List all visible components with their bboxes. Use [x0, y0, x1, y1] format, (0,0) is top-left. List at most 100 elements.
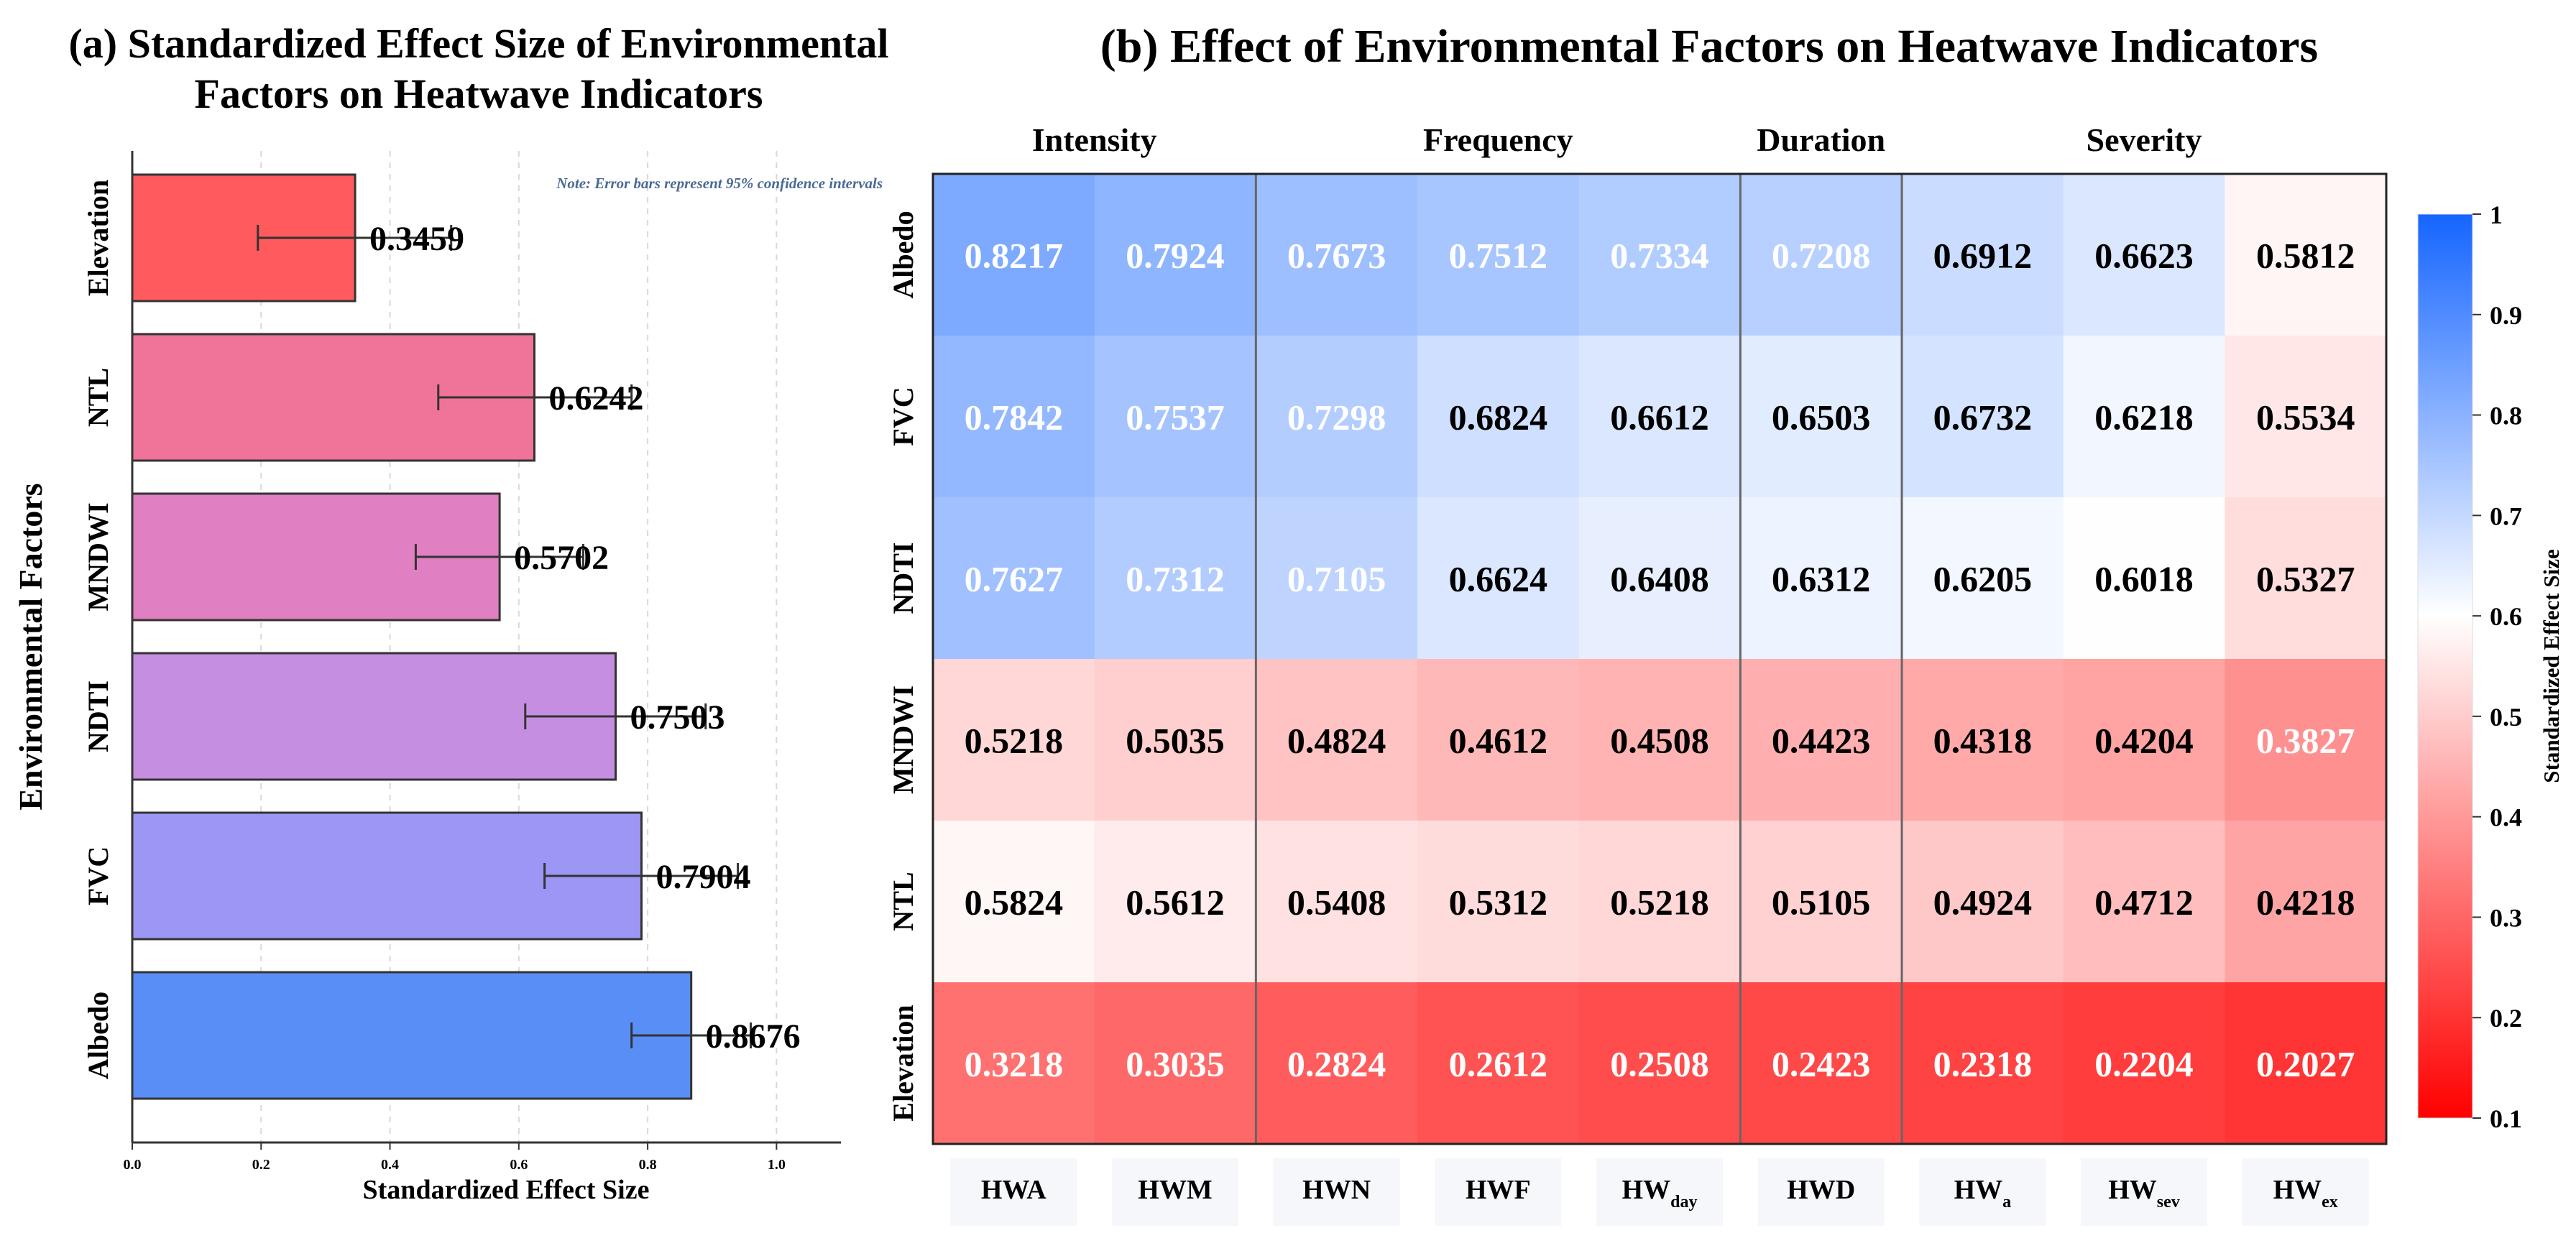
panel-a-value-label: 0.7904: [656, 858, 750, 896]
panel-a-note: Note: Error bars represent 95% confidenc…: [556, 175, 883, 192]
column-label-subscript: ex: [2322, 1193, 2338, 1211]
panel-b-title: (b) Effect of Environmental Factors on H…: [1100, 20, 2318, 73]
column-label-base: HWN: [1302, 1175, 1371, 1205]
heatmap-cell: [1578, 497, 1741, 660]
heatmap-cell: [1740, 982, 1903, 1145]
heatmap-cell-value: 0.7512: [1449, 236, 1548, 276]
panel-a-category-label: Albedo: [82, 992, 114, 1079]
heatmap-cell: [1578, 174, 1741, 336]
heatmap-cell: [1417, 497, 1580, 660]
heatmap-cell: [2063, 174, 2225, 336]
colorbar-ticks: 0.1 0.2 0.3 0.4 0.5 0.6 0.7 0.8 0.9 1: [2472, 200, 2522, 1133]
column-label-bg: [1273, 1158, 1400, 1226]
column-label-subscript: sev: [2157, 1193, 2180, 1211]
row-label-ntl: NTL: [887, 872, 919, 931]
panel-a-title-line-2: Factors on Heatwave Indicators: [195, 70, 763, 117]
heatmap-cell: [1902, 497, 2064, 660]
colorbar-tick-label: 0.8: [2490, 402, 2522, 430]
heatmap-cell: [1094, 174, 1256, 336]
heatmap-cell: [1902, 174, 2064, 336]
group-header-frequency: Frequency: [1423, 121, 1573, 158]
panel-a-value-label: 0.8676: [706, 1017, 801, 1056]
heatmap-cell-value: 0.2423: [1772, 1044, 1871, 1084]
colorbar-tick-label: 0.6: [2490, 602, 2522, 631]
heatmap-cell-value: 0.2204: [2094, 1044, 2194, 1084]
heatmap-cell: [2225, 174, 2387, 336]
heatmap-cell-value: 0.5035: [1126, 721, 1225, 761]
heatmap-cell-value: 0.5534: [2256, 397, 2355, 438]
heatmap-cell-value: 0.4318: [1933, 721, 2033, 761]
panel-a-category-label: Elevation: [82, 180, 114, 296]
row-label-elevation: Elevation: [887, 1005, 919, 1121]
panel-a-value-label: 0.5702: [514, 539, 609, 577]
heatmap-cell: [933, 982, 1095, 1145]
heatmap-cell: [1902, 821, 2064, 983]
heatmap-cell-value: 0.2318: [1933, 1044, 2033, 1084]
panel-b-group-headers: Intensity Frequency Duration Severity: [1032, 121, 2202, 158]
heatmap-cell-value: 0.3035: [1126, 1044, 1225, 1084]
heatmap-cell-value: 0.6623: [2094, 236, 2194, 276]
heatmap-cell: [1417, 821, 1580, 983]
heatmap-cell: [1417, 336, 1580, 498]
colorbar-label: Standardized Effect Size: [2539, 549, 2564, 783]
heatmap-cell: [1094, 821, 1256, 983]
panel-a-bars: [131, 173, 693, 1100]
heatmap-cell-value: 0.3827: [2256, 721, 2355, 761]
group-header-intensity: Intensity: [1032, 121, 1157, 158]
heatmap-cell-value: 0.6018: [2094, 559, 2194, 599]
colorbar: [2417, 213, 2473, 1119]
colorbar-tick-label: 1: [2490, 200, 2503, 229]
heatmap-cell-value: 0.4612: [1449, 721, 1548, 761]
heatmap-cell-value: 0.2027: [2256, 1044, 2355, 1084]
heatmap-cell: [2225, 659, 2387, 821]
heatmap-cell-value: 0.5824: [965, 882, 1064, 923]
panel-b-heatmap-frame: [932, 172, 2388, 1145]
heatmap-cell-value: 0.5218: [1610, 882, 1709, 923]
heatmap-cell: [1094, 336, 1256, 498]
heatmap-cell-value: 0.4204: [2094, 721, 2194, 761]
column-label: HWM: [1138, 1175, 1212, 1205]
heatmap-cell-value: 0.7298: [1287, 397, 1386, 438]
heatmap-cell: [1417, 982, 1580, 1145]
colorbar-tick-label: 0.3: [2490, 903, 2522, 932]
row-label-fvc: FVC: [887, 387, 919, 446]
row-label-mndwi: MNDWI: [887, 685, 919, 794]
heatmap-cell-value: 0.7208: [1772, 236, 1871, 276]
panel-a-y-axis-label: Environmental Factors: [12, 483, 49, 810]
row-label-ndti: NDTI: [887, 542, 919, 614]
panel-a-category-label: MNDWI: [82, 502, 114, 611]
colorbar-tick-label: 0.4: [2490, 803, 2522, 832]
heatmap-cell-value: 0.6912: [1933, 236, 2033, 276]
heatmap-cell-value: 0.6824: [1449, 397, 1548, 438]
heatmap-cell: [1902, 982, 2064, 1145]
heatmap-cell: [2063, 821, 2225, 983]
column-label-bg: [1112, 1158, 1239, 1226]
column-label: HWa: [1954, 1175, 2012, 1211]
heatmap-cell: [1740, 659, 1903, 821]
heatmap-cell-value: 0.5105: [1772, 882, 1871, 923]
heatmap-cell: [2063, 497, 2225, 660]
heatmap-cell: [1740, 336, 1903, 498]
heatmap-cell-value: 0.6624: [1449, 559, 1548, 599]
heatmap-cell: [933, 659, 1095, 821]
panel-a-category-label: FVC: [82, 846, 114, 905]
column-label-bg: [950, 1158, 1077, 1226]
heatmap-cell: [2225, 821, 2387, 983]
column-label-base: HW: [1622, 1175, 1671, 1205]
heatmap-cell-value: 0.5812: [2256, 236, 2355, 276]
heatmap-cell-value: 0.6503: [1772, 397, 1871, 438]
heatmap-cell: [1578, 821, 1741, 983]
heatmap-cell: [1740, 174, 1903, 336]
column-label-base: HWF: [1466, 1175, 1531, 1205]
heatmap-cell: [1094, 497, 1256, 660]
heatmap-cell: [1578, 982, 1741, 1145]
heatmap-cell-value: 0.8217: [965, 236, 1064, 276]
heatmap-cell-value: 0.7334: [1610, 236, 1709, 276]
column-label-base: HWD: [1787, 1175, 1855, 1205]
column-label-bg: [2081, 1158, 2208, 1226]
heatmap-cell: [2225, 497, 2387, 660]
heatmap-cell-value: 0.2612: [1449, 1044, 1548, 1084]
column-label-bg: [1435, 1158, 1562, 1226]
column-label-base: HW: [1954, 1175, 2003, 1205]
